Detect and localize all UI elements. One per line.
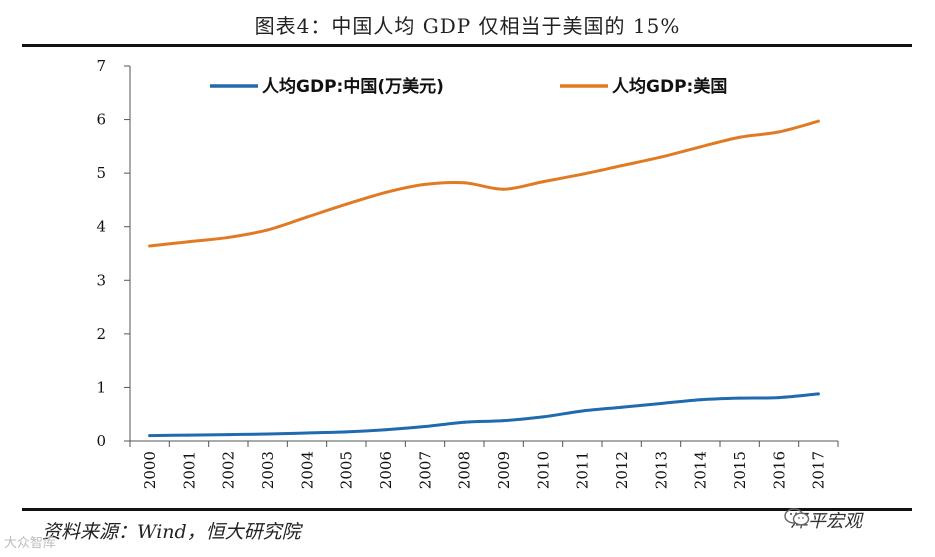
- data-point-0-7: [423, 425, 427, 429]
- x-tick-label: 2001: [180, 451, 198, 489]
- data-point-0-12: [620, 405, 624, 409]
- data-point-1-6: [384, 190, 388, 194]
- x-tick-label: 2016: [770, 451, 788, 489]
- watermark: 大众智库: [4, 536, 57, 551]
- data-point-0-2: [226, 433, 230, 437]
- x-tick-label: 2012: [613, 451, 631, 489]
- legend-label-1: 人均GDP:美国: [612, 76, 727, 97]
- chart-legend: 人均GDP:中国(万美元) 人均GDP:美国: [210, 76, 727, 97]
- data-point-0-13: [659, 402, 663, 405]
- data-point-0-16: [777, 396, 781, 400]
- data-point-0-9: [502, 419, 506, 423]
- x-tick-label: 2004: [298, 451, 316, 489]
- source-note: 资料来源：Wind，恒大研究院: [42, 521, 301, 543]
- data-point-0-5: [344, 430, 348, 434]
- y-tick-label: 5: [96, 164, 106, 182]
- data-point-1-8: [462, 181, 466, 185]
- data-point-1-3: [266, 228, 270, 232]
- y-tick-label: 1: [96, 378, 106, 396]
- y-tick-label: 0: [96, 432, 106, 450]
- data-point-0-10: [541, 415, 545, 419]
- data-point-0-15: [738, 396, 742, 400]
- x-tick-label: 2015: [731, 451, 749, 489]
- data-point-1-4: [305, 215, 309, 219]
- brand-label: 泽平宏观: [784, 507, 862, 533]
- y-tick-label: 4: [96, 218, 106, 236]
- chart-lines: [148, 119, 820, 438]
- x-tick-label: 2010: [534, 451, 552, 489]
- data-point-0-11: [580, 409, 584, 413]
- data-point-1-5: [344, 202, 348, 206]
- data-point-1-13: [659, 155, 663, 159]
- chart-axes: 0 1 2 3 4 5 6 7 2000 2001 2002 2003 2004 2005 2006 2007…: [96, 57, 839, 489]
- data-point-1-12: [620, 164, 624, 168]
- x-tick-label: 2003: [259, 451, 277, 489]
- legend-label-0: 人均GDP:中国(万美元): [262, 76, 444, 97]
- x-tick-label: 2013: [652, 451, 670, 489]
- y-tick-label: 6: [96, 111, 106, 129]
- x-tick-label: 2007: [416, 451, 434, 489]
- data-point-1-1: [187, 240, 191, 244]
- data-point-0-4: [305, 431, 309, 435]
- x-tick-label: 2017: [810, 451, 828, 489]
- data-point-1-9: [502, 187, 506, 191]
- x-tick-label: 2008: [456, 451, 474, 489]
- data-point-1-14: [698, 145, 702, 149]
- data-point-0-0: [148, 434, 152, 438]
- x-tick-label: 2002: [220, 451, 238, 489]
- data-point-1-11: [580, 172, 584, 176]
- series-line-0: [148, 392, 820, 438]
- x-tick-label: 2005: [338, 451, 356, 489]
- data-point-1-15: [738, 135, 742, 139]
- x-tick-label: 2014: [692, 451, 710, 489]
- data-point-0-3: [266, 432, 270, 436]
- x-tick-label: 2000: [141, 451, 159, 489]
- data-point-1-7: [423, 182, 427, 186]
- x-tick-label: 2009: [495, 451, 513, 489]
- data-point-1-0: [148, 244, 152, 248]
- x-tick-label: 2006: [377, 451, 395, 489]
- data-point-1-10: [541, 180, 545, 184]
- y-tick-label: 2: [96, 325, 106, 343]
- data-point-0-6: [384, 428, 388, 432]
- y-tick-label: 3: [96, 271, 106, 289]
- data-point-1-17: [816, 119, 820, 123]
- x-tick-label: 2011: [574, 451, 592, 489]
- top-rule: [22, 44, 912, 47]
- data-point-1-2: [226, 235, 230, 239]
- bottom-rule: [22, 508, 912, 511]
- chart-title: 图表4：中国人均 GDP 仅相当于美国的 15%: [254, 14, 681, 38]
- y-tick-label: 7: [96, 57, 106, 75]
- data-point-0-17: [816, 392, 820, 396]
- data-point-0-14: [698, 398, 702, 402]
- data-point-0-8: [462, 420, 466, 424]
- series-line-1: [148, 119, 820, 248]
- data-point-1-16: [777, 130, 781, 134]
- data-point-0-1: [187, 433, 191, 437]
